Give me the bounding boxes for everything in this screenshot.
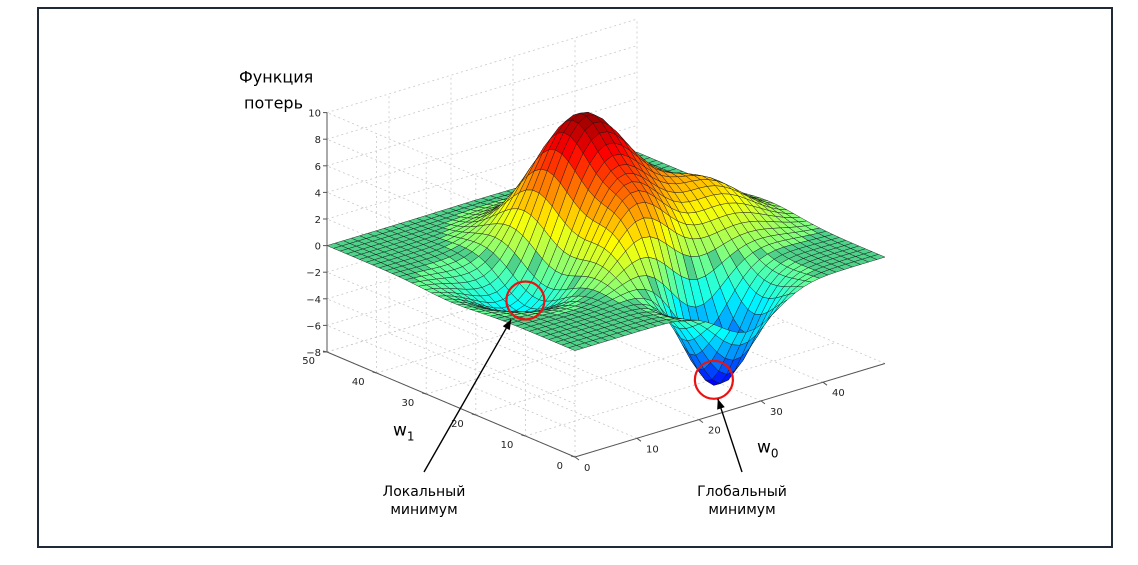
global-minimum-arrow [717, 398, 743, 473]
x-axis-label-base: w [757, 437, 771, 457]
axes-lines [326, 112, 886, 458]
floor-grid-line [525, 342, 836, 437]
y-tick-label: 20 [451, 419, 464, 430]
x-tick-label: 10 [646, 444, 659, 455]
y-tick-label: 50 [302, 356, 315, 367]
global-minimum-arrowhead [717, 398, 725, 410]
y-axis-label-sub: 1 [407, 430, 415, 444]
z-axis-label-line2: потерь [244, 94, 303, 113]
z-tick-label: −4 [306, 295, 321, 306]
local-minimum-arrowhead [502, 319, 512, 331]
y-tick-label: 40 [352, 377, 365, 388]
z-tick-label: 4 [315, 188, 321, 199]
local-minimum-circle [505, 280, 546, 321]
x-tick-label: 30 [770, 407, 783, 418]
x-axis-label: w0 [757, 437, 779, 460]
z-axis-label-line1: Функция [239, 68, 313, 87]
z-tick-label: −8 [306, 348, 321, 359]
back-wall-grid-line [326, 125, 638, 220]
x-tick-mark [760, 400, 766, 405]
z-tick-label: 10 [308, 109, 321, 120]
x-tick-label: 0 [584, 463, 590, 474]
global-minimum-label-line2: минимум [708, 502, 775, 518]
x-tick-mark [636, 437, 642, 442]
back-wall-grid-line [326, 98, 638, 193]
x-tick-mark [698, 419, 704, 424]
y-tick-mark [422, 392, 427, 395]
y-tick-label: 30 [401, 398, 414, 409]
local-minimum-label-line2: минимум [390, 502, 457, 518]
z-tick-label: 2 [315, 215, 321, 226]
y-tick-label: 10 [501, 440, 514, 451]
z-tick-label: 8 [315, 135, 321, 146]
surface-patch [567, 345, 584, 351]
y-axis-label: w1 [393, 421, 415, 444]
local-minimum-label-line1: Локальный [383, 484, 466, 500]
y-tick-label: 0 [557, 461, 563, 472]
y-tick-mark [372, 371, 377, 374]
annotations: Локальный минимум Глобальный минимум [383, 280, 787, 518]
z-tick-label: 6 [315, 162, 321, 173]
z-tick-label: −2 [306, 268, 321, 279]
x-tick-mark [822, 381, 828, 386]
loss-surface [326, 112, 886, 386]
figure-frame: 0 10 20 30 40 0 10 20 30 40 50 10 8 6 4 2 0 −2 −4 −6 −8 Функ… [37, 7, 1113, 548]
x-axis-label-sub: 0 [771, 446, 779, 460]
local-minimum-arrow [423, 319, 512, 473]
y-axis-label-base: w [393, 421, 407, 441]
y-tick-mark [570, 455, 576, 458]
y-tick-mark [521, 434, 526, 437]
global-minimum-circle [693, 359, 734, 400]
back-wall-grid-line [326, 45, 638, 140]
x-tick-label: 40 [832, 388, 845, 399]
x-tick-mark [574, 456, 580, 461]
y-tick-mark [471, 413, 476, 416]
back-wall-grid-line [326, 18, 638, 113]
z-tick-label: 0 [315, 242, 321, 253]
y-axis-line [326, 351, 576, 458]
z-tick-label: −6 [306, 321, 321, 332]
global-minimum-label-line1: Глобальный [697, 484, 787, 500]
x-tick-label: 20 [708, 426, 721, 437]
x-axis-line [574, 363, 886, 458]
floor-grid-line [475, 321, 786, 416]
back-wall-grid-line [326, 71, 638, 167]
floor-grid-line [388, 332, 638, 439]
